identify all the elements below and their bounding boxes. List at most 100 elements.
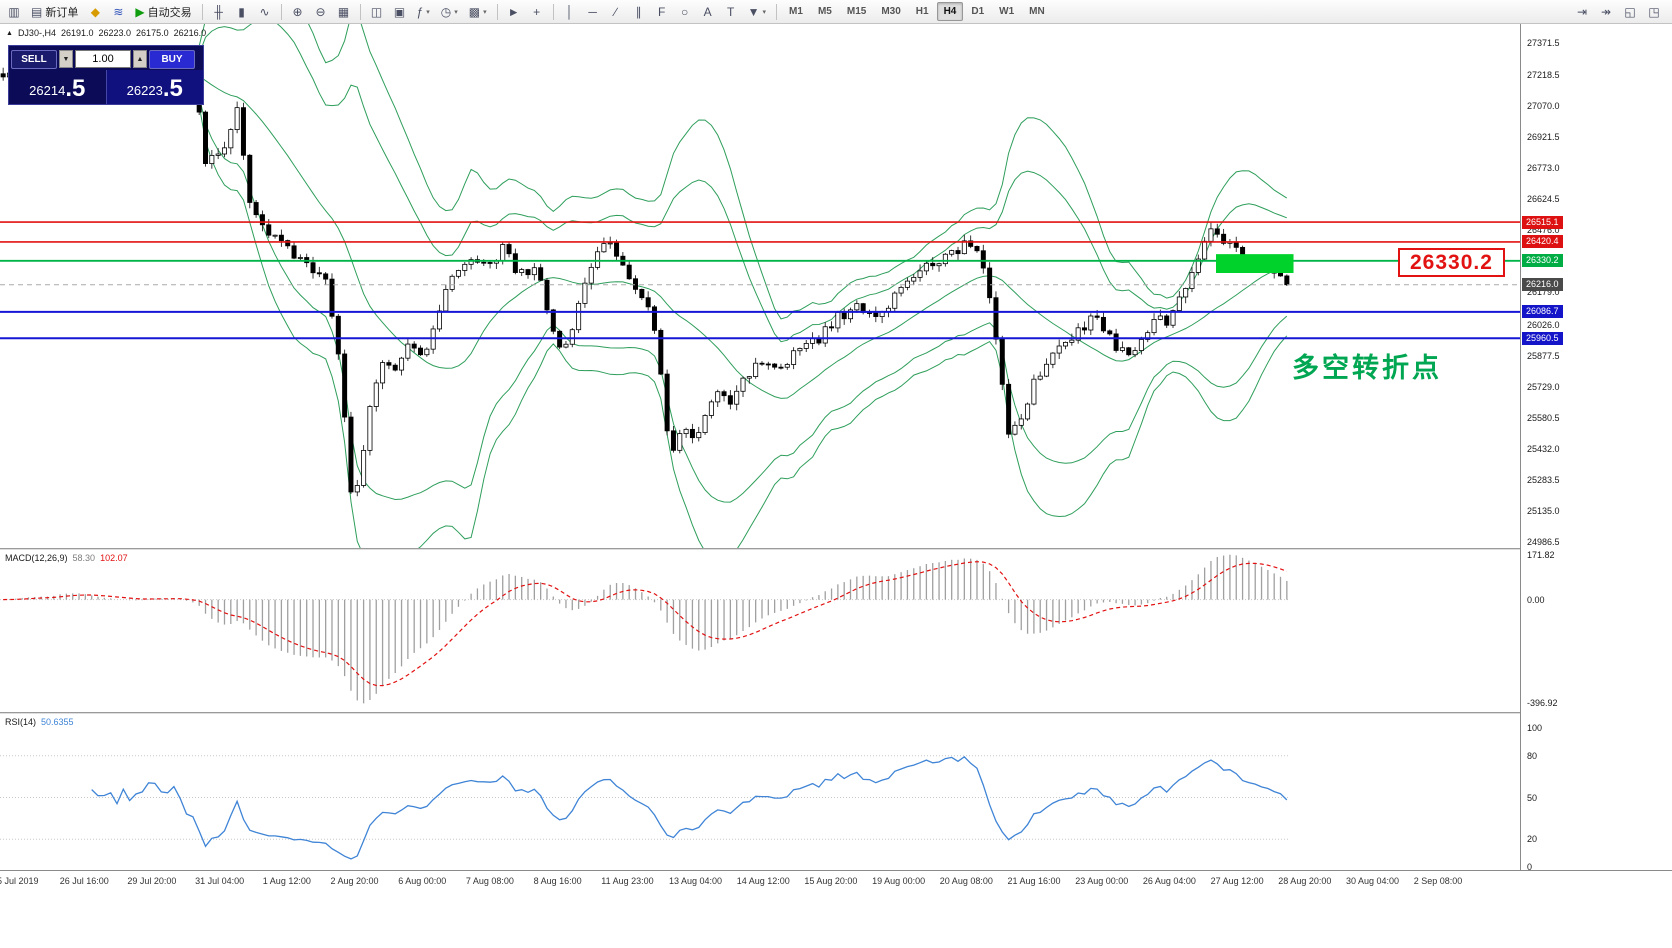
toolbar: ▥ ▤ 新订单 ◆ ≋ ▶ 自动交易 ╫ ▮ ∿ ⊕ ⊖ ▦ ◫ ▣ ƒ ▾ ◷ ▾ ▩ ▾ ► + │ ─ ∕ ∥ F ○ A T ▼ ▾ M1… — [0, 0, 1672, 24]
candle-body — [468, 259, 474, 265]
data-window-button[interactable]: ▣ — [389, 2, 411, 22]
chart-window[interactable]: ▲ DJ30-,H4 26191.0 26223.0 26175.0 26216… — [0, 24, 1672, 948]
indicators-button[interactable]: ƒ ▾ — [412, 2, 435, 22]
axis-tick-label: 25283.5 — [1527, 475, 1560, 486]
template-button[interactable]: ▩ ▾ — [464, 2, 492, 22]
timeframe-mn[interactable]: MN — [1029, 6, 1045, 17]
trendline-button[interactable]: ∕ — [605, 2, 627, 22]
candlestick-chart-button[interactable]: ▮ — [231, 2, 253, 22]
text-button[interactable]: A — [697, 2, 719, 22]
axis-tick-label: 25729.0 — [1527, 381, 1560, 392]
axis-tick-label: 50 — [1527, 792, 1538, 803]
panel-separator-macd-rsi[interactable] — [0, 712, 1672, 714]
candle-body — [563, 343, 569, 348]
new-order-button[interactable]: ▤ 新订单 — [26, 2, 83, 22]
candle-body — [335, 315, 341, 355]
period-button[interactable]: ◷ ▾ — [436, 2, 463, 22]
one-click-trading-panel: SELL ▼ ▲ BUY 26214 .5 26223 .5 — [8, 45, 204, 105]
chart-annotation-text[interactable]: 多空转折点 — [1292, 353, 1442, 383]
timeframe-m5[interactable]: M5 — [817, 6, 832, 17]
candle-body — [323, 273, 329, 280]
toolbar-items: ▥ ▤ 新订单 ◆ ≋ ▶ 自动交易 ╫ ▮ ∿ ⊕ ⊖ ▦ ◫ ▣ ƒ ▾ ◷ ▾ ▩ ▾ ► + │ ─ ∕ ∥ F ○ A T ▼ ▾ M1… — [3, 2, 1052, 22]
dock-button[interactable]: ◱ — [1619, 2, 1641, 22]
cursor-icon: ► — [507, 4, 520, 19]
volume-increase-button[interactable]: ▲ — [133, 50, 147, 68]
candle-body — [1006, 383, 1012, 435]
candle-body — [569, 329, 575, 345]
vertical-line-button[interactable]: │ — [559, 2, 581, 22]
horizontal-line-button[interactable]: ─ — [582, 2, 604, 22]
timeframe-d1[interactable]: D1 — [971, 6, 985, 17]
candle-body — [1012, 424, 1018, 435]
panel-separator-main-macd[interactable] — [0, 548, 1672, 550]
ohlc-low: 26175.0 — [136, 28, 169, 38]
axis-tick-label: 26773.0 — [1527, 162, 1560, 173]
sell-button[interactable]: SELL — [11, 49, 57, 69]
price-axis[interactable]: 27371.5 27218.5 27070.0 26921.5 26773.0 26624… — [1520, 24, 1672, 872]
shapes-button[interactable]: ○ — [674, 2, 696, 22]
axis-tick-label: 20 — [1527, 834, 1538, 845]
key-level-price-label[interactable]: 26330.2 — [1398, 248, 1505, 277]
highlight-rectangle[interactable] — [1216, 254, 1294, 274]
depth-of-market-button[interactable]: ≋ — [107, 2, 129, 22]
volume-input[interactable] — [75, 50, 131, 68]
indicators-icon: ƒ — [416, 4, 424, 19]
timeframe-h1[interactable]: H1 — [915, 6, 929, 17]
new-chart-button[interactable]: ▥ — [3, 2, 25, 22]
autotrading-button[interactable]: ▶ 自动交易 — [130, 2, 196, 22]
rsi-name: RSI(14) — [5, 717, 37, 727]
buy-button[interactable]: BUY — [149, 49, 195, 69]
candle-body — [380, 362, 386, 384]
candle-body — [721, 391, 727, 397]
timeframe-w1[interactable]: W1 — [999, 6, 1015, 17]
candle-body — [1202, 240, 1208, 260]
axis-tick-label: 25580.5 — [1527, 412, 1560, 423]
candle-body — [740, 377, 746, 392]
main-chart-svg[interactable] — [0, 24, 1520, 548]
cursor-button[interactable]: ► — [503, 2, 525, 22]
fibonacci-button[interactable]: F — [651, 2, 673, 22]
macd-svg[interactable] — [0, 550, 1520, 712]
line-chart-button[interactable]: ∿ — [254, 2, 276, 22]
auto-scroll-button[interactable]: ↠ — [1595, 2, 1617, 22]
candle-body — [822, 326, 828, 344]
tile-windows-button[interactable]: ▦ — [333, 2, 355, 22]
crosshair-button[interactable]: + — [526, 2, 548, 22]
mql5-community-button[interactable]: ◆ — [84, 2, 106, 22]
candle-body — [677, 433, 683, 451]
date-axis[interactable]: 25 Jul 2019 26 Jul 16:00 29 Jul 20:00 31 Ju… — [0, 872, 1672, 894]
volume-decrease-button[interactable]: ▼ — [59, 50, 73, 68]
candle-body — [1018, 418, 1024, 426]
rsi-svg[interactable] — [0, 714, 1520, 870]
channel-button[interactable]: ∥ — [628, 2, 650, 22]
upper-band — [123, 24, 1287, 343]
bar-chart-button[interactable]: ╫ — [208, 2, 230, 22]
maximize-button[interactable]: ◳ — [1643, 2, 1665, 22]
strategy-tester-button[interactable]: ◫ — [366, 2, 388, 22]
timeframe-m15[interactable]: M15 — [846, 6, 867, 17]
candle-body — [582, 282, 588, 304]
date-tick-label: 1 Aug 12:00 — [262, 876, 311, 886]
vertical-line-icon: │ — [565, 4, 574, 19]
candle-body — [436, 310, 442, 330]
candle-body — [386, 362, 392, 366]
text-label-button[interactable]: T — [720, 2, 742, 22]
timeframe-h4[interactable]: H4 — [936, 2, 964, 21]
fibonacci-icon: F — [657, 4, 666, 19]
candlestick-chart-icon: ▮ — [238, 4, 245, 19]
rsi-value: 50.6355 — [41, 717, 74, 727]
candle-body — [367, 406, 373, 451]
buy-price[interactable]: 26223 .5 — [106, 70, 203, 104]
date-tick-label: 15 Aug 20:00 — [804, 876, 858, 886]
zoom-out-button[interactable]: ⊖ — [310, 2, 332, 22]
arrows-button[interactable]: ▼ ▾ — [743, 2, 771, 22]
sell-price[interactable]: 26214 .5 — [9, 70, 107, 104]
candle-body — [392, 364, 398, 371]
timeframe-m1[interactable]: M1 — [789, 6, 803, 17]
axis-tick-label: 24986.5 — [1527, 537, 1560, 548]
scroll-to-end-button[interactable]: ⇥ — [1571, 2, 1593, 22]
candle-body — [1100, 316, 1106, 332]
mql5-community-icon: ◆ — [90, 4, 100, 19]
zoom-in-button[interactable]: ⊕ — [287, 2, 309, 22]
timeframe-m30[interactable]: M30 — [881, 6, 901, 17]
